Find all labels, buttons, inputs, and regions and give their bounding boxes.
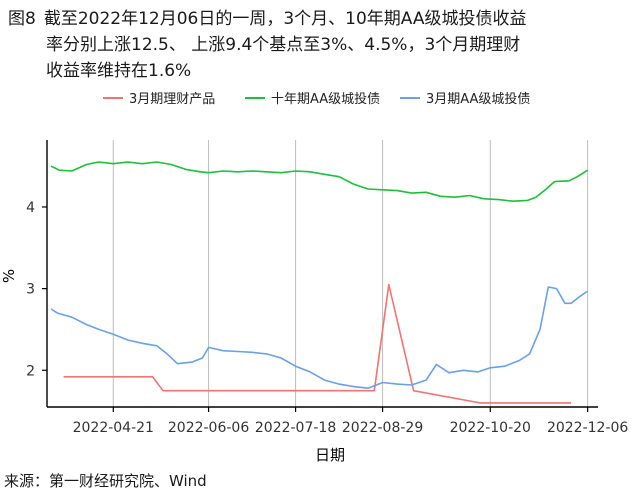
x-tick-label: 2022-06-06 [168, 420, 249, 436]
legend: 3月期理财产品 十年期AA级城投债 3月期AA级城投债 [103, 91, 530, 107]
y-axis-title: % [0, 269, 18, 283]
gridlines [112, 140, 589, 407]
series-line-1 [63, 283, 572, 404]
y-tick-label: 4 [26, 200, 35, 216]
source-note: 来源：第一财经研究院、Wind [4, 472, 207, 490]
series-line-3 [50, 286, 589, 390]
series-line-2 [50, 161, 589, 202]
figure-title: 图8 截至2022年12月06日的一周，3个月、10年期AA级城投债收益 率分别上… [8, 6, 636, 84]
figure-title-line-1: 截至2022年12月06日的一周，3个月、10年期AA级城投债收益 [43, 9, 527, 29]
x-axis-title: 日期 [315, 446, 345, 464]
x-tick-label: 2022-08-29 [342, 420, 423, 436]
legend-label-1: 3月期理财产品 [129, 92, 215, 107]
legend-label-3: 3月期AA级城投债 [426, 91, 530, 107]
axes: 2022-04-21 2022-06-06 2022-07-18 2022-08-29… [26, 140, 628, 436]
series-layer [50, 161, 589, 404]
figure-title-line-2: 率分别上涨12.5、 上涨9.4个基点至3%、4.5%，3个月期理财 [46, 35, 521, 55]
y-tick-label: 2 [26, 363, 35, 379]
x-tick-label: 2022-12-06 [547, 420, 628, 436]
figure-number: 图8 [8, 9, 36, 29]
x-tick-label: 2022-04-21 [73, 420, 154, 436]
figure-title-line-3: 收益率维持在1.6% [46, 61, 192, 81]
x-tick-label: 2022-10-20 [450, 420, 531, 436]
x-tick-label: 2022-07-18 [255, 420, 336, 436]
legend-label-2: 十年期AA级城投债 [271, 91, 380, 107]
y-tick-label: 3 [26, 282, 35, 298]
